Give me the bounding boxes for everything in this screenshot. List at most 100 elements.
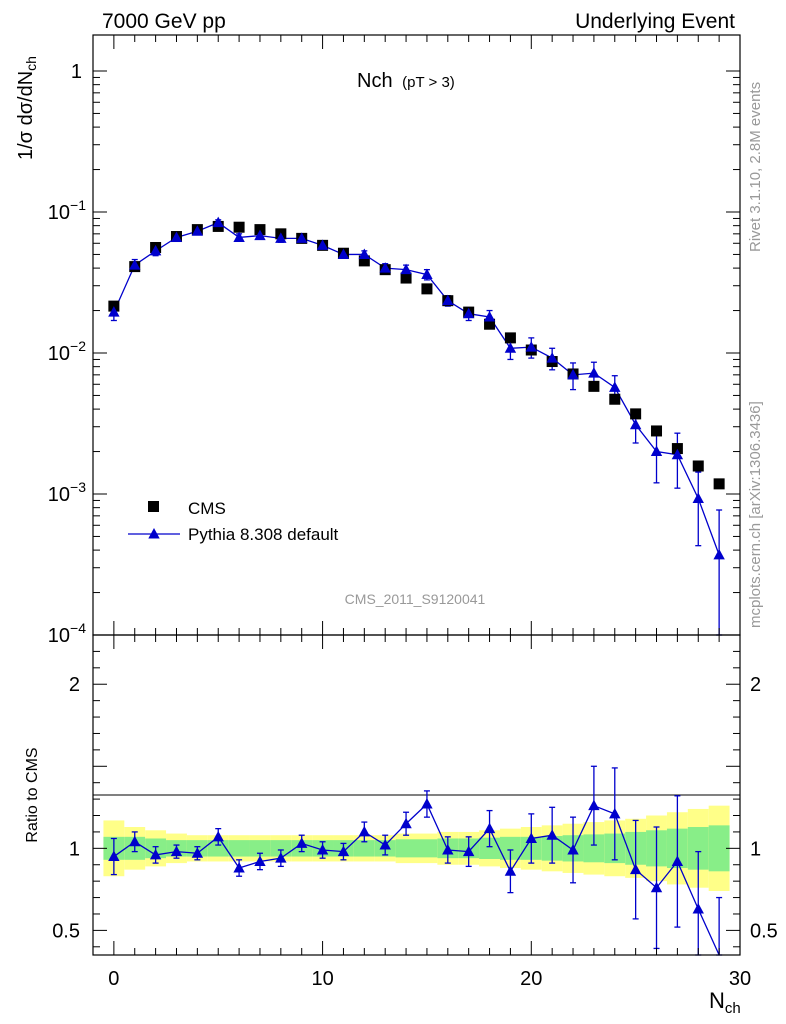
legend-cms-marker — [148, 501, 159, 512]
cms-point — [630, 408, 642, 420]
y-tick-label-base: 10 — [48, 202, 70, 224]
cms-point — [358, 255, 370, 267]
ratio-point — [233, 862, 245, 873]
pythia-point — [191, 225, 204, 236]
rivet-label: Rivet 3.1.10, 2.8M events — [747, 82, 764, 252]
pythia-point — [567, 368, 579, 380]
pythia-point — [129, 259, 141, 270]
y-tick-label-exp: −3 — [70, 479, 86, 495]
x-axis-label-sub: ch — [725, 1000, 741, 1017]
y-axis-label-text: 1/σ dσ/dN — [15, 71, 37, 160]
y-tick-label-base: 10 — [48, 343, 70, 365]
plot-title: Nch (pT > 3) — [357, 70, 455, 92]
ratio-point — [358, 825, 371, 837]
pythia-point — [629, 418, 642, 430]
ratio-stat-band — [583, 834, 605, 863]
ratio-stat-band — [249, 840, 271, 857]
pythia-point — [421, 268, 433, 280]
ratio-point — [609, 807, 621, 819]
cms-point — [671, 443, 683, 455]
cms-point — [484, 318, 496, 330]
legend-pythia-label: Pythia 8.308 default — [188, 525, 339, 544]
y-tick-label: 1 — [71, 61, 82, 83]
ratio-point — [421, 798, 433, 809]
ratio-point — [337, 845, 350, 857]
pythia-point — [609, 381, 621, 392]
ratio-stat-band — [479, 837, 500, 859]
plot-subtitle: (pT > 3) — [402, 74, 455, 91]
pythia-point — [504, 342, 517, 353]
y-tick-label-exp: −2 — [70, 338, 86, 354]
y-tick-label: 10−3 — [48, 479, 86, 506]
ratio-y-tick-label: 2 — [69, 674, 80, 696]
ratio-y-tick-label: 0.5 — [52, 920, 80, 942]
legend-pythia-marker — [148, 528, 160, 539]
watermark: CMS_2011_S9120041 — [345, 591, 486, 607]
ratio-y-tick-label-right: 1 — [750, 838, 761, 860]
y-tick-label-base: 1 — [71, 61, 82, 83]
ratio-point — [504, 865, 517, 876]
pythia-point — [379, 262, 391, 273]
y-tick-label-exp: −4 — [70, 620, 86, 636]
pythia-point — [275, 232, 287, 243]
x-axis-label: Nch — [709, 988, 741, 1017]
ratio-point — [588, 799, 600, 811]
ratio-point — [108, 850, 120, 862]
pythia-point — [546, 352, 558, 363]
ratio-stat-band — [270, 840, 292, 857]
ratio-stat-band — [416, 839, 438, 858]
ratio-y-label: Ratio to CMS — [24, 747, 41, 842]
main-frame — [92, 34, 741, 636]
main-panel: 110−110−210−310−4 Nch (pT > 3) CMS_2011_… — [15, 34, 741, 647]
y-tick-label: 10−4 — [48, 620, 86, 647]
cms-point — [713, 478, 725, 490]
pythia-point — [316, 239, 329, 250]
pythia-point — [442, 294, 454, 306]
header-left: 7000 GeV pp — [102, 10, 226, 33]
ratio-point — [483, 822, 496, 834]
ratio-point — [546, 829, 558, 840]
ratio-point — [191, 847, 204, 858]
ratio-point — [296, 837, 308, 848]
x-tick-label: 30 — [729, 968, 751, 990]
ratio-point — [170, 845, 183, 857]
pythia-point — [671, 448, 684, 460]
cms-point — [504, 332, 516, 344]
ratio-point — [275, 852, 287, 863]
cms-point — [233, 221, 245, 233]
pythia-point — [170, 231, 183, 242]
y-tick-label-base: 10 — [48, 625, 70, 647]
ratio-stat-band — [687, 827, 709, 870]
ratio-point — [212, 830, 224, 842]
x-axis-label-text: N — [709, 988, 725, 1013]
ratio-point — [442, 843, 454, 855]
cms-point — [421, 283, 433, 295]
x-tick-label: 0 — [108, 968, 119, 990]
pythia-point — [400, 263, 412, 275]
legend-cms-label: CMS — [188, 499, 226, 518]
ratio-stat-band — [228, 840, 250, 857]
pythia-point — [525, 341, 537, 352]
ratio-y-tick-label-right: 2 — [750, 674, 761, 696]
ratio-stat-band — [353, 840, 375, 857]
ratio-point — [400, 817, 412, 829]
ratio-point — [650, 881, 663, 893]
ratio-point — [316, 843, 329, 855]
ratio-stat-band — [708, 825, 730, 872]
y-tick-label-exp: −1 — [70, 197, 86, 213]
y-tick-label: 10−1 — [48, 197, 86, 224]
ratio-y-tick-label: 1 — [69, 838, 80, 860]
mcplots-label: mcplots.cern.ch [arXiv:1306.3436] — [747, 401, 764, 628]
cms-point — [609, 393, 621, 405]
y-axis-label-sub: ch — [23, 56, 39, 71]
pythia-point — [692, 492, 704, 503]
ratio-point — [671, 855, 684, 866]
pythia-point — [108, 306, 120, 317]
pythia-point — [713, 548, 725, 560]
ratio-panel: 0 10 20 30 0.5 0.5 1 1 2 2 Ratio to CMS Nch — [24, 634, 778, 1017]
pythia-point — [483, 311, 496, 322]
y-axis-label: 1/σ dσ/dNch — [15, 56, 39, 160]
cms-point — [588, 380, 600, 392]
x-tick-label: 10 — [311, 968, 333, 990]
